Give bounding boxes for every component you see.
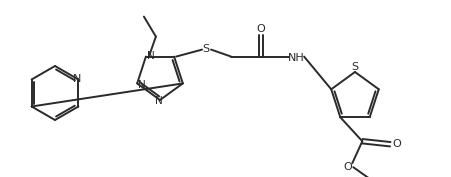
Text: S: S <box>202 44 210 54</box>
Text: N: N <box>155 96 163 106</box>
Text: S: S <box>351 62 359 72</box>
Text: NH: NH <box>288 53 304 63</box>
Text: O: O <box>392 139 400 149</box>
Text: N: N <box>138 80 146 90</box>
Text: N: N <box>73 75 82 84</box>
Text: N: N <box>147 51 155 61</box>
Text: O: O <box>257 24 266 34</box>
Text: O: O <box>343 162 352 172</box>
